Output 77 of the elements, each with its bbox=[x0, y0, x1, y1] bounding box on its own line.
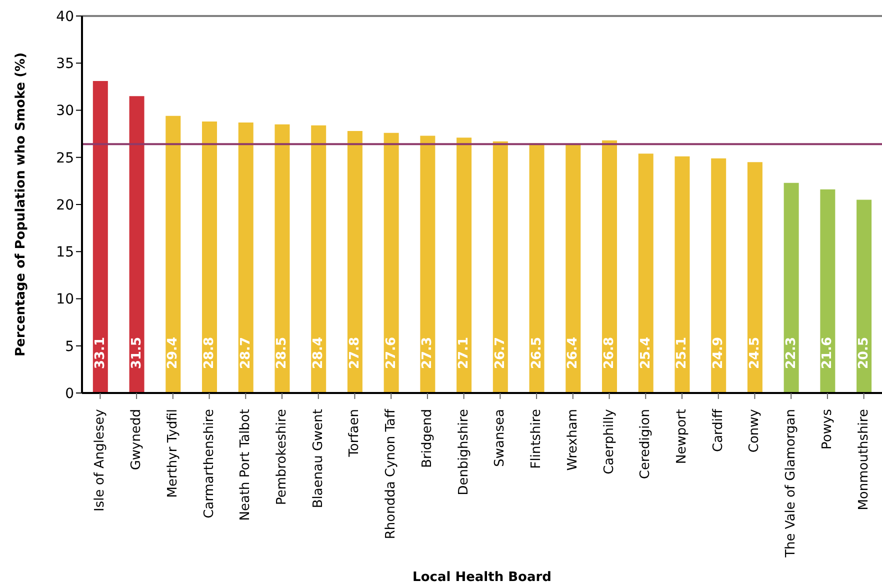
bar bbox=[456, 138, 472, 393]
x-axis-title: Local Health Board bbox=[412, 570, 552, 585]
x-tick-label: Monmouthshire bbox=[856, 409, 872, 510]
x-tick-label: Denbighshire bbox=[456, 409, 472, 496]
x-tick-label: Caerphilly bbox=[602, 408, 617, 474]
data-label: 24.9 bbox=[711, 336, 726, 370]
data-label: 25.1 bbox=[674, 336, 690, 370]
x-tick-label: Merthyr Tydfil bbox=[165, 409, 180, 498]
bar bbox=[638, 154, 654, 393]
y-tick-label: 10 bbox=[56, 292, 74, 308]
y-tick-label: 0 bbox=[65, 386, 74, 402]
x-tick-label: Powys bbox=[820, 408, 835, 450]
data-label: 29.4 bbox=[166, 336, 181, 370]
y-tick-label: 25 bbox=[56, 150, 74, 166]
x-tick-label: Pembrokeshire bbox=[274, 409, 290, 506]
data-label: 26.5 bbox=[529, 336, 544, 370]
y-tick-label: 30 bbox=[56, 103, 74, 120]
bar bbox=[92, 81, 108, 393]
data-label: 27.3 bbox=[420, 336, 436, 370]
x-tick-label: Blaenau Gwent bbox=[310, 409, 326, 508]
data-label: 22.3 bbox=[784, 336, 799, 370]
x-tick-label: Torfaen bbox=[347, 409, 362, 458]
y-axis-title: Percentage of Population who Smoke (%) bbox=[14, 52, 29, 357]
data-label: 24.5 bbox=[747, 336, 762, 370]
bar bbox=[747, 162, 762, 393]
bar bbox=[347, 130, 362, 393]
data-label: 28.8 bbox=[202, 336, 217, 370]
bar bbox=[129, 96, 144, 393]
data-label: 21.6 bbox=[820, 336, 836, 370]
y-tick-label: 20 bbox=[56, 197, 74, 214]
x-tick-label: Cardiff bbox=[710, 408, 726, 452]
data-label: 28.7 bbox=[238, 336, 254, 370]
bar bbox=[420, 136, 436, 393]
x-tick-label: Wrexham bbox=[565, 409, 580, 471]
data-label: 31.5 bbox=[129, 336, 144, 370]
bar bbox=[784, 182, 799, 393]
data-label: 26.7 bbox=[492, 336, 508, 370]
bar bbox=[492, 141, 508, 393]
x-tick-label: Carmarthenshire bbox=[202, 409, 217, 518]
data-label: 25.4 bbox=[638, 336, 654, 370]
x-tick-label: Neath Port Talbot bbox=[238, 409, 254, 521]
x-tick-label: Newport bbox=[674, 409, 690, 464]
bar bbox=[856, 200, 872, 393]
bar bbox=[674, 156, 690, 393]
bar bbox=[311, 125, 326, 393]
data-label: 26.4 bbox=[566, 336, 581, 370]
bar bbox=[602, 140, 617, 393]
bar bbox=[566, 144, 581, 393]
x-tick-label: Gwynedd bbox=[129, 409, 144, 470]
data-label: 28.4 bbox=[311, 336, 326, 370]
data-label: 27.6 bbox=[384, 336, 399, 370]
y-tick-label: 5 bbox=[65, 338, 74, 355]
bar bbox=[202, 122, 217, 393]
y-tick-label: 35 bbox=[56, 56, 74, 72]
data-label: 26.8 bbox=[602, 336, 617, 370]
x-tick-label: Rhondda Cynon Taff bbox=[384, 408, 399, 540]
x-tick-label: Flintshire bbox=[529, 409, 544, 469]
bar bbox=[820, 189, 836, 393]
x-tick-label: Isle of Anglesey bbox=[92, 408, 108, 512]
x-tick-label: Swansea bbox=[492, 409, 508, 467]
x-tick-label: Bridgend bbox=[420, 409, 435, 468]
data-label: 20.5 bbox=[856, 336, 872, 370]
data-label: 27.8 bbox=[347, 336, 362, 370]
bar bbox=[529, 143, 544, 393]
bar bbox=[274, 124, 290, 393]
x-tick-label: The Vale of Glamorgan bbox=[784, 409, 799, 558]
y-tick-label: 15 bbox=[56, 244, 74, 261]
data-label: 28.5 bbox=[274, 336, 290, 370]
bar bbox=[238, 122, 254, 393]
x-tick-label: Ceredigion bbox=[638, 409, 654, 480]
bar bbox=[711, 158, 726, 393]
y-tick-label: 40 bbox=[56, 8, 74, 25]
bar bbox=[384, 132, 399, 393]
data-label: 27.1 bbox=[456, 336, 472, 370]
data-label: 33.1 bbox=[92, 336, 108, 370]
x-tick-label: Conwy bbox=[747, 408, 762, 453]
bar bbox=[166, 116, 181, 393]
